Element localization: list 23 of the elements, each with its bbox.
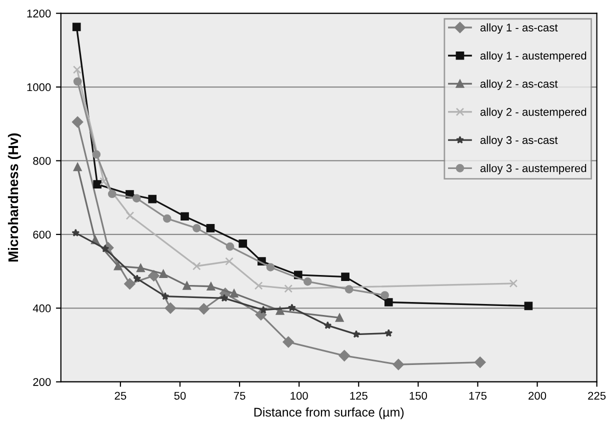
x-tick-label: 175 [469,392,487,400]
x-axis-title: Distance from surface (µm) [254,407,404,420]
y-tick-label: 200 [33,378,51,386]
x-tick-label: 50 [174,392,186,400]
x-tick-label: 150 [410,392,428,400]
x-tick-label: 200 [528,392,546,400]
x-tick-label: 225 [588,392,606,400]
x-tick-label: 25 [114,392,126,400]
legend-label: alloy 1 - as-cast [480,23,558,34]
legend-label: alloy 3 - austempered [480,164,586,174]
y-tick-label: 1200 [27,10,51,18]
y-tick-label: 400 [32,304,51,312]
x-tick-label: 100 [290,392,308,400]
legend-label: alloy 3 - as-cast [480,136,558,146]
legend-label: alloy 2 - as-cast [480,80,558,90]
y-axis-title: Microhardness (Hv) [8,133,21,262]
y-tick-label: 600 [33,230,51,239]
legend-label: alloy 2 - austempered [480,108,586,118]
y-tick-label: 1000 [27,83,51,92]
x-tick-label: 125 [350,392,368,400]
x-tick-label: 75 [234,392,246,400]
legend-label: alloy 1 - austempered [480,51,586,62]
y-tick-label: 800 [33,156,51,165]
